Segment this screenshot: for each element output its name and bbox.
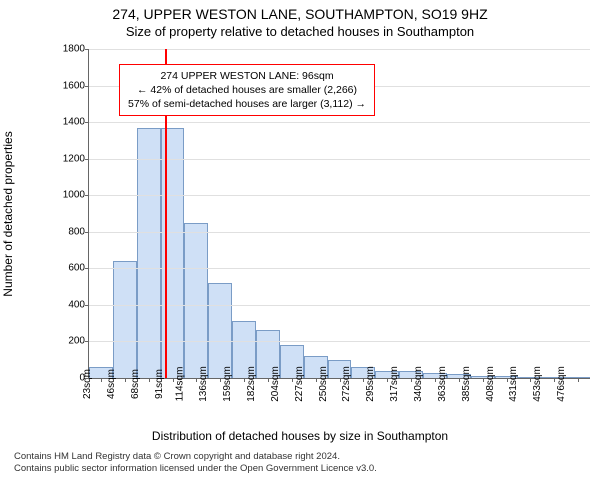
xtick-mark xyxy=(292,378,293,382)
gridline xyxy=(89,305,590,306)
xtick-mark xyxy=(316,378,317,382)
xtick-mark xyxy=(101,378,102,382)
xtick-label: 136sqm xyxy=(198,366,209,402)
bar xyxy=(113,261,137,378)
bar xyxy=(137,128,161,378)
chart-title: 274, UPPER WESTON LANE, SOUTHAMPTON, SO1… xyxy=(0,6,600,22)
y-axis-label: Number of detached properties xyxy=(1,131,15,296)
xtick-mark xyxy=(578,378,579,382)
xtick-mark xyxy=(411,378,412,382)
xtick-mark xyxy=(149,378,150,382)
xtick-mark xyxy=(435,378,436,382)
gridline xyxy=(89,232,590,233)
bar-slot: 295sqm xyxy=(375,49,399,378)
annotation-line: 274 UPPER WESTON LANE: 96sqm xyxy=(128,69,366,83)
xtick-label: 227sqm xyxy=(294,366,305,402)
gridline xyxy=(89,268,590,269)
gridline xyxy=(89,159,590,160)
annotation-line: ← 42% of detached houses are smaller (2,… xyxy=(128,83,366,97)
footer-line-1: Contains HM Land Registry data © Crown c… xyxy=(14,451,600,463)
x-axis-label: Distribution of detached houses by size … xyxy=(0,429,600,443)
bar-slot: 453sqm xyxy=(542,49,566,378)
xtick-label: 68sqm xyxy=(130,369,141,399)
xtick-label: 272sqm xyxy=(342,366,353,402)
ytick-label: 200 xyxy=(68,336,89,347)
bar-slot: 363sqm xyxy=(447,49,471,378)
bar-slot: 476sqm xyxy=(566,49,590,378)
xtick-mark xyxy=(268,378,269,382)
xtick-label: 363sqm xyxy=(437,366,448,402)
annotation-line: 57% of semi-detached houses are larger (… xyxy=(128,97,366,111)
xtick-mark xyxy=(554,378,555,382)
xtick-mark xyxy=(196,378,197,382)
xtick-mark xyxy=(387,378,388,382)
footer-line-2: Contains public sector information licen… xyxy=(14,463,600,475)
bar-slot: 340sqm xyxy=(423,49,447,378)
ytick-label: 1400 xyxy=(63,117,89,128)
bar xyxy=(184,223,208,378)
bar-slot: 317sqm xyxy=(399,49,423,378)
xtick-label: 46sqm xyxy=(106,369,117,399)
xtick-mark xyxy=(483,378,484,382)
xtick-label: 182sqm xyxy=(246,366,257,402)
ytick-label: 0 xyxy=(79,373,89,384)
xtick-label: 295sqm xyxy=(365,366,376,402)
xtick-label: 453sqm xyxy=(532,366,543,402)
bar-slot: 23sqm xyxy=(89,49,113,378)
bar xyxy=(208,283,232,378)
xtick-mark xyxy=(459,378,460,382)
xtick-label: 340sqm xyxy=(413,366,424,402)
ytick-label: 1600 xyxy=(63,80,89,91)
gridline xyxy=(89,122,590,123)
chart-subtitle: Size of property relative to detached ho… xyxy=(0,24,600,39)
chart-area: Number of detached properties 23sqm46sqm… xyxy=(58,49,590,379)
xtick-label: 91sqm xyxy=(153,369,164,399)
footer: Contains HM Land Registry data © Crown c… xyxy=(14,451,600,476)
gridline xyxy=(89,195,590,196)
xtick-label: 114sqm xyxy=(175,367,186,402)
xtick-label: 385sqm xyxy=(461,366,472,402)
xtick-label: 204sqm xyxy=(270,366,281,402)
bar xyxy=(161,128,185,378)
ytick-label: 1800 xyxy=(63,44,89,55)
xtick-mark xyxy=(244,378,245,382)
xtick-mark xyxy=(125,378,126,382)
xtick-label: 250sqm xyxy=(318,366,329,402)
plot-area: 23sqm46sqm68sqm91sqm114sqm136sqm159sqm18… xyxy=(88,49,590,379)
xtick-label: 317sqm xyxy=(389,366,400,402)
xtick-label: 431sqm xyxy=(509,366,520,402)
gridline xyxy=(89,49,590,50)
ytick-label: 800 xyxy=(68,226,89,237)
xtick-label: 408sqm xyxy=(485,366,496,402)
gridline xyxy=(89,341,590,342)
xtick-label: 476sqm xyxy=(556,366,567,402)
annotation-box: 274 UPPER WESTON LANE: 96sqm← 42% of det… xyxy=(119,64,375,117)
xtick-mark xyxy=(173,378,174,382)
ytick-label: 1200 xyxy=(63,153,89,164)
chart-titles: 274, UPPER WESTON LANE, SOUTHAMPTON, SO1… xyxy=(0,6,600,39)
bar-slot: 385sqm xyxy=(471,49,495,378)
xtick-label: 159sqm xyxy=(222,366,233,402)
xtick-mark xyxy=(220,378,221,382)
ytick-label: 1000 xyxy=(63,190,89,201)
bar-slot: 408sqm xyxy=(495,49,519,378)
bar-slot: 431sqm xyxy=(518,49,542,378)
ytick-label: 400 xyxy=(68,299,89,310)
ytick-label: 600 xyxy=(68,263,89,274)
